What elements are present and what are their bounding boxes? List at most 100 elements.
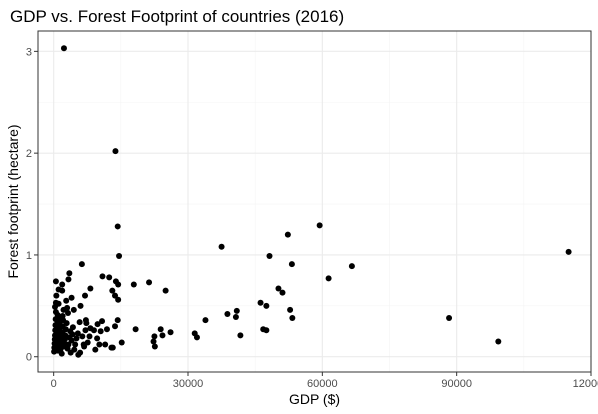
data-point	[266, 252, 273, 259]
data-point	[108, 344, 115, 351]
data-point	[112, 148, 119, 155]
data-point	[565, 248, 572, 255]
data-point	[60, 306, 67, 313]
data-point	[82, 292, 89, 299]
data-point	[103, 326, 110, 333]
minor-gridlines	[38, 31, 591, 372]
x-tick-label: 120000	[573, 378, 598, 390]
data-point	[70, 306, 77, 313]
data-point	[284, 231, 291, 238]
data-point	[159, 332, 166, 339]
data-point	[167, 329, 174, 336]
data-point	[224, 310, 231, 317]
data-point	[96, 341, 103, 348]
data-point	[68, 294, 75, 301]
data-point	[263, 327, 270, 334]
data-point	[151, 343, 158, 350]
data-point	[67, 328, 74, 335]
data-point	[106, 274, 113, 281]
data-point	[65, 276, 72, 283]
data-point	[150, 338, 157, 345]
data-point	[279, 289, 286, 296]
panel-border	[37, 30, 592, 373]
data-point	[53, 292, 60, 299]
y-tick-label: 3	[26, 46, 32, 58]
y-axis-ticks: 0 1 2 3	[26, 46, 38, 364]
data-point	[162, 287, 169, 294]
data-point	[99, 273, 106, 280]
data-point	[55, 300, 62, 307]
data-point	[446, 315, 453, 322]
data-point	[115, 296, 122, 303]
data-point	[51, 348, 58, 355]
data-point	[316, 222, 323, 229]
data-point	[348, 263, 355, 270]
data-point	[58, 350, 65, 357]
data-point	[60, 45, 67, 52]
x-tick-label: 0	[51, 378, 57, 390]
y-axis-title: Forest footprint (hectare)	[5, 124, 21, 278]
data-point	[287, 306, 294, 313]
data-point	[52, 322, 59, 329]
data-point	[82, 317, 89, 324]
data-point	[325, 275, 332, 282]
data-point	[76, 319, 83, 326]
data-point	[102, 341, 109, 348]
data-point	[157, 326, 164, 333]
data-point	[92, 346, 99, 353]
data-point	[82, 327, 89, 334]
data-point	[67, 349, 74, 356]
data-point	[52, 278, 59, 285]
data-point	[79, 333, 86, 340]
data-point	[193, 334, 200, 341]
data-point	[52, 316, 59, 323]
data-point	[99, 318, 106, 325]
data-point	[112, 292, 119, 299]
y-tick-label: 1	[26, 250, 32, 262]
data-point	[288, 261, 295, 268]
data-point	[94, 335, 101, 342]
data-point	[81, 343, 88, 350]
x-axis-ticks: 0 30000 60000 90000 120000	[51, 372, 598, 390]
data-point	[275, 285, 282, 292]
data-point	[72, 341, 79, 348]
data-point	[151, 333, 158, 340]
data-point	[232, 314, 239, 321]
data-point	[257, 299, 264, 306]
data-point	[202, 317, 209, 324]
data-point	[233, 307, 240, 314]
data-point	[73, 335, 80, 342]
data-point	[59, 281, 66, 288]
data-point	[59, 287, 66, 294]
x-axis-title: GDP ($)	[289, 391, 340, 407]
data-point	[52, 327, 59, 334]
data-point	[63, 297, 70, 304]
data-point	[86, 333, 93, 340]
data-point	[52, 308, 59, 315]
data-point	[87, 325, 94, 332]
x-tick-label: 90000	[441, 378, 472, 390]
data-point	[495, 338, 502, 345]
data-point	[114, 317, 121, 324]
data-point	[109, 287, 116, 294]
data-point	[263, 302, 270, 309]
data-point	[87, 285, 94, 292]
data-point	[75, 351, 82, 358]
data-point	[146, 279, 153, 286]
data-point	[78, 261, 85, 268]
data-point	[118, 339, 125, 346]
data-point	[218, 243, 225, 250]
data-point	[130, 281, 137, 288]
x-tick-label: 30000	[173, 378, 204, 390]
data-point	[65, 309, 72, 316]
y-tick-label: 0	[26, 352, 32, 364]
data-point	[237, 332, 244, 339]
data-point	[97, 328, 104, 335]
data-point	[132, 326, 139, 333]
data-point	[289, 315, 296, 322]
data-points	[51, 45, 572, 358]
data-point	[114, 223, 121, 230]
data-point	[112, 323, 119, 330]
